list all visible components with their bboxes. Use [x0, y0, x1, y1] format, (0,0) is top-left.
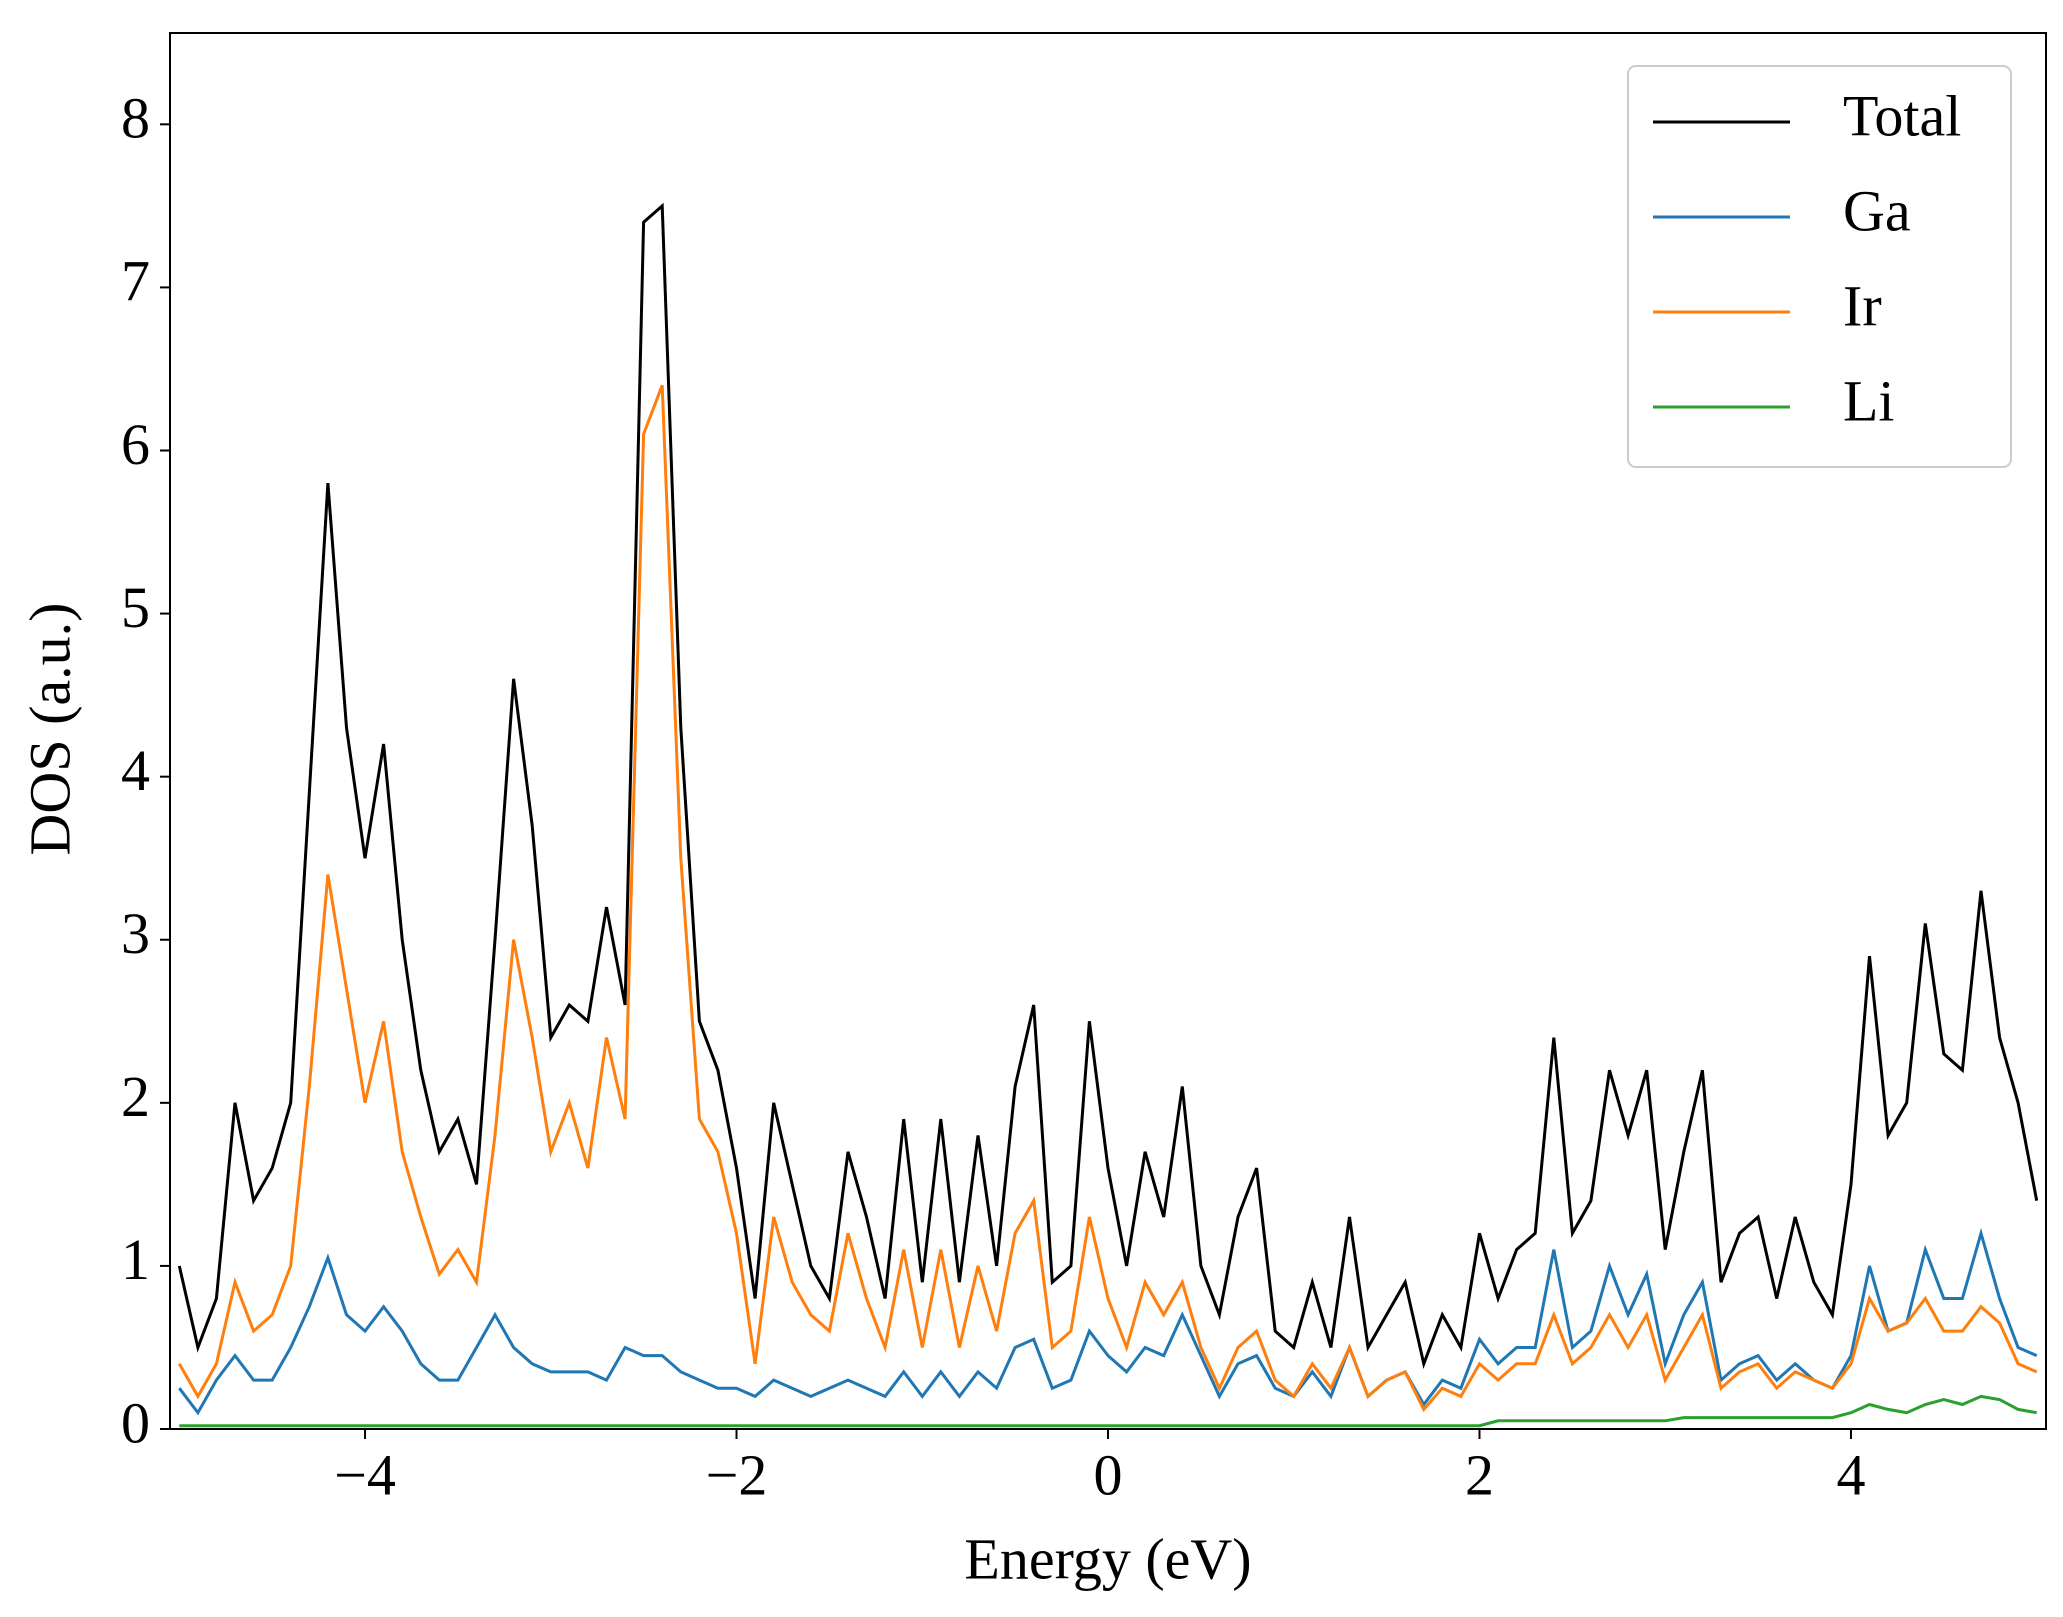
series-line: [177, 202, 2039, 1369]
y-tick-label: 7: [121, 249, 150, 314]
y-tick-label: 3: [121, 901, 150, 966]
y-tick-label: 1: [121, 1227, 150, 1292]
x-axis-label: Energy (eV): [964, 1526, 1251, 1591]
y-tick-label: 0: [121, 1390, 150, 1455]
legend-label: Total: [1843, 83, 1961, 148]
y-tick-label: 5: [121, 575, 150, 640]
legend-label: Ir: [1843, 273, 1882, 338]
x-tick-label: −4: [334, 1442, 396, 1507]
y-tick-label: 8: [121, 86, 150, 151]
y-tick-label: 4: [121, 738, 150, 803]
x-tick-label: −2: [706, 1442, 768, 1507]
legend-label: Ga: [1843, 178, 1911, 243]
x-tick-label: 4: [1836, 1442, 1865, 1507]
legend-label: Li: [1843, 368, 1895, 433]
y-tick-label: 2: [121, 1064, 150, 1129]
legend-box: [1627, 65, 2012, 468]
y-axis-label: DOS (a.u.): [17, 603, 82, 856]
plot-frame: [169, 32, 2047, 1430]
y-tick-label: 6: [121, 412, 150, 477]
series-line: [179, 1394, 2037, 1428]
x-tick-label: 0: [1094, 1442, 1123, 1507]
series-line: [178, 1227, 2038, 1416]
series-line: [177, 384, 2038, 1413]
x-tick-label: 2: [1465, 1442, 1494, 1507]
